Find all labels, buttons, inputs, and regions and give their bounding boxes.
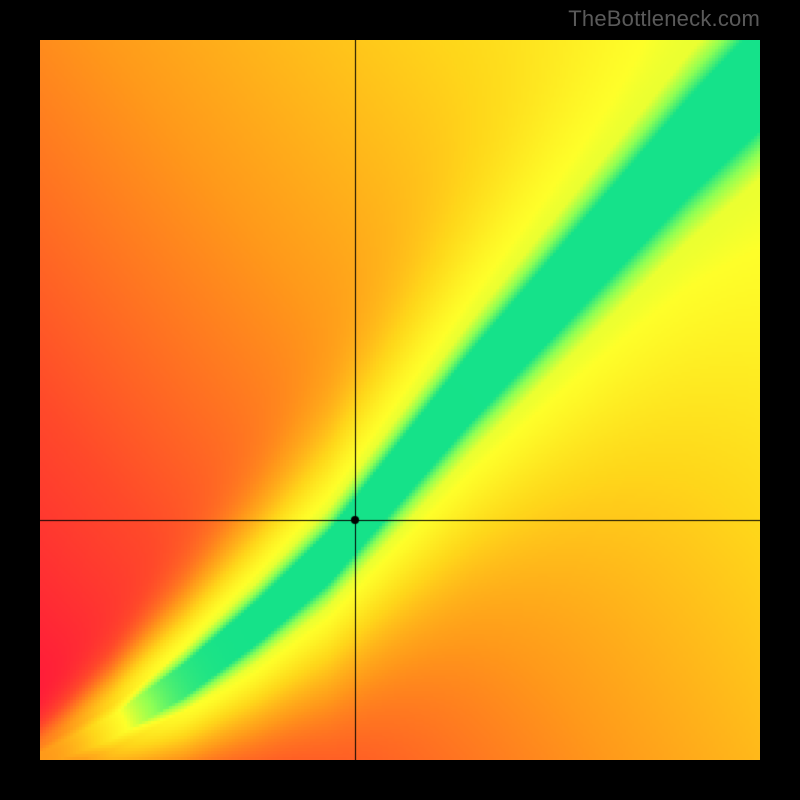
heatmap-canvas bbox=[40, 40, 760, 760]
plot-area bbox=[40, 40, 760, 760]
watermark-text: TheBottleneck.com bbox=[568, 6, 760, 32]
figure-root: TheBottleneck.com bbox=[0, 0, 800, 800]
